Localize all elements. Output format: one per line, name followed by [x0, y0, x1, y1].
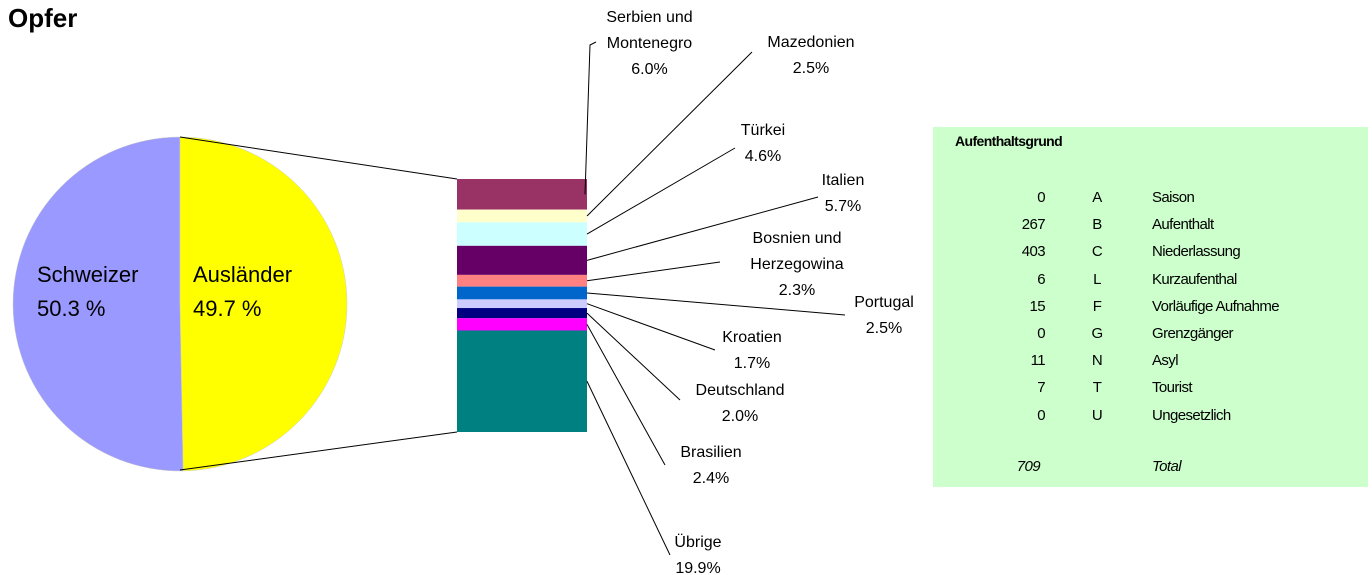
table-code: L: [1093, 270, 1101, 288]
slice-value-label: 49.7 %: [193, 296, 262, 321]
chart-title: Opfer: [8, 3, 77, 33]
table-reason: Asyl: [1152, 352, 1179, 370]
pie-slice: [12, 136, 184, 472]
segment-value-label: 6.0%: [631, 61, 668, 78]
table-background: [933, 127, 1368, 487]
table-total-label: Total: [1152, 458, 1182, 475]
segment-value-label: 2.5%: [865, 320, 903, 337]
segment-value-label: 1.7%: [733, 355, 771, 372]
segment-value-label: 5.7%: [824, 198, 862, 215]
leader-line: [584, 41, 597, 195]
table-reason: Kurzaufenthal: [1152, 270, 1237, 288]
segment-label: Kroatien: [722, 329, 782, 346]
table-count: 267: [1021, 216, 1046, 234]
slice-value-label: 50.3 %: [37, 296, 106, 321]
segment-value-label: 2.0%: [721, 408, 759, 425]
bar-segment: [457, 209, 587, 223]
bar-segment: [457, 274, 587, 287]
table-count: 0: [1037, 406, 1045, 424]
table-reason: Grenzgänger: [1152, 325, 1234, 342]
table-code: T: [1092, 379, 1102, 397]
leader-line: [586, 196, 819, 261]
table-total-count: 709: [1016, 458, 1041, 475]
bar-segment: [457, 330, 587, 432]
bar-segment: [457, 222, 587, 246]
bar-segment: [457, 308, 587, 319]
bar-segment: [457, 286, 587, 300]
segment-value-label: 2.5%: [792, 60, 830, 77]
table-title: Aufenthaltsgrund: [955, 133, 1063, 149]
segment-value-label: 2.3%: [778, 282, 816, 299]
leader-line: [586, 261, 721, 282]
table-count: 6: [1037, 270, 1045, 288]
table-reason: Tourist: [1152, 379, 1193, 397]
connector: [179, 431, 458, 471]
table-reason: Niederlassung: [1152, 243, 1241, 261]
segment-value-label: 4.6%: [744, 148, 782, 165]
leader-line: [586, 312, 681, 401]
table-reason: Saison: [1152, 189, 1195, 206]
table-code: G: [1091, 325, 1103, 342]
connector: [179, 136, 458, 180]
table-code: F: [1092, 297, 1102, 315]
bar-segment: [457, 245, 587, 275]
segment-value-label: 19.9%: [675, 560, 721, 575]
segment-label: Serbien und Montenegro: [606, 9, 693, 52]
pie-slice: [179, 136, 348, 472]
table-reason: Ungesetzlich: [1152, 406, 1231, 424]
bar-segment: [457, 179, 587, 210]
table-code: B: [1092, 216, 1102, 234]
leader-line: [586, 292, 846, 316]
segment-label: Brasilien: [680, 444, 742, 461]
bar-segment: [457, 318, 587, 331]
segment-label: Deutschland: [695, 382, 785, 399]
segment-label: Italien: [821, 172, 865, 189]
table-count: 0: [1037, 325, 1045, 342]
segment-label: Mazedonien: [767, 34, 855, 51]
table-count: 403: [1021, 243, 1046, 261]
segment-value-label: 2.4%: [692, 470, 730, 487]
leader-line: [586, 147, 736, 235]
table-count: 15: [1029, 297, 1046, 315]
table-count: 0: [1037, 189, 1045, 206]
leader-line: [586, 303, 716, 351]
leader-line: [586, 381, 671, 556]
table-code: A: [1092, 189, 1102, 206]
segment-label: Portugal: [854, 294, 914, 311]
bar-segment: [457, 299, 587, 309]
slice-label: Ausländer: [193, 262, 292, 287]
table-count: 7: [1037, 379, 1045, 397]
leader-line: [586, 51, 753, 217]
table-code: C: [1091, 243, 1103, 261]
segment-label: Übrige: [674, 534, 722, 551]
leader-line: [586, 324, 666, 466]
slice-label: Schweizer: [37, 262, 138, 287]
segment-label: Bosnien und Herzegowina: [750, 230, 844, 273]
table-code: U: [1091, 406, 1103, 424]
table-reason: Vorläufige Aufnahme: [1152, 297, 1280, 315]
table-count: 11: [1030, 352, 1046, 370]
table-reason: Aufenthalt: [1152, 216, 1214, 234]
segment-label: Türkei: [740, 122, 786, 139]
table-code: N: [1091, 352, 1103, 370]
